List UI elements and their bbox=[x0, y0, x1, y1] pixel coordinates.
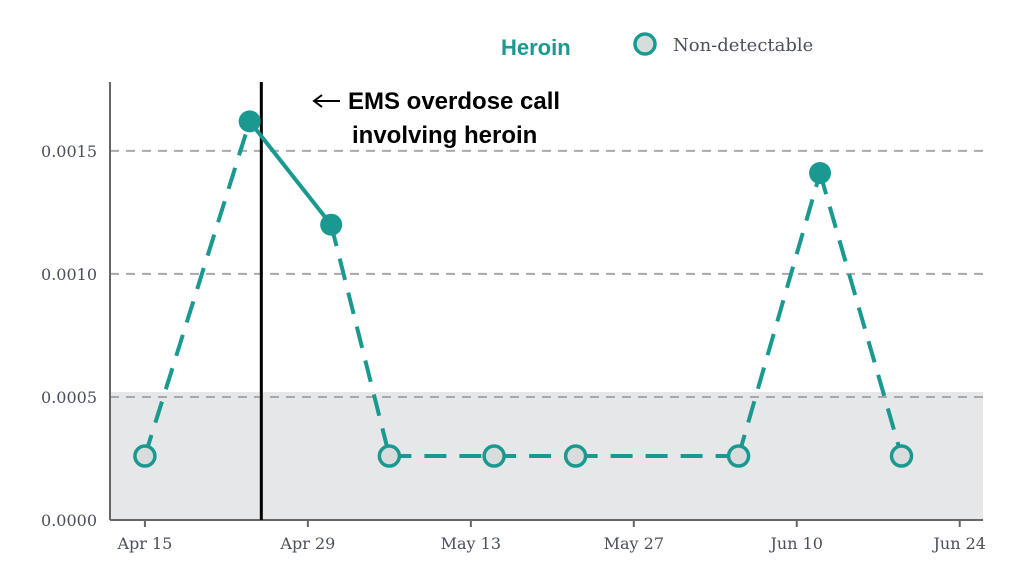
legend: Heroin Non-detectable bbox=[501, 32, 813, 60]
series-segment-dashed bbox=[736, 172, 822, 457]
data-point-detected bbox=[809, 162, 832, 185]
data-point-nondetect bbox=[133, 444, 157, 468]
series-segment-dashed bbox=[818, 172, 904, 457]
data-point-nondetect bbox=[726, 444, 751, 468]
x-tick-label: Jun 24 bbox=[931, 534, 985, 553]
annotation: EMS overdose call involving heroin bbox=[312, 88, 560, 149]
y-axis-labels: 0.0000 0.0005 0.0010 0.0015 bbox=[41, 142, 97, 530]
annotation-line-2: involving heroin bbox=[352, 122, 537, 149]
series-markers bbox=[133, 110, 914, 468]
series-segment-dashed bbox=[329, 224, 392, 457]
x-tick-label: Apr 15 bbox=[116, 534, 172, 553]
data-point-detected bbox=[238, 110, 261, 133]
legend-series-label: Heroin bbox=[501, 35, 571, 60]
y-tick-label: 0.0010 bbox=[41, 265, 97, 284]
data-point-nondetect bbox=[377, 444, 402, 468]
x-axis-ticks bbox=[143, 520, 961, 527]
x-tick-label: May 13 bbox=[441, 534, 501, 553]
data-point-nondetect bbox=[482, 444, 506, 468]
x-tick-label: May 27 bbox=[604, 534, 664, 553]
series-segment-solid bbox=[248, 120, 333, 226]
legend-nondetect-label: Non-detectable bbox=[673, 35, 813, 56]
y-tick-label: 0.0005 bbox=[41, 388, 97, 407]
data-point-nondetect bbox=[563, 444, 588, 468]
annotation-arrow-icon bbox=[312, 94, 323, 108]
annotation-line-1: EMS overdose call bbox=[348, 88, 560, 115]
y-tick-label: 0.0000 bbox=[41, 511, 97, 530]
legend-hollow-marker bbox=[633, 32, 657, 56]
y-tick-label: 0.0015 bbox=[41, 142, 97, 161]
data-point-nondetect bbox=[889, 444, 914, 468]
x-axis-labels: Apr 15 Apr 29 May 13 May 27 Jun 10 Jun 24 bbox=[116, 534, 985, 553]
gridlines bbox=[110, 149, 983, 398]
x-tick-label: Jun 10 bbox=[769, 534, 823, 553]
data-point-detected bbox=[320, 213, 343, 236]
x-tick-label: Apr 29 bbox=[279, 534, 335, 553]
series-segment-dashed bbox=[143, 120, 252, 457]
series-segments bbox=[143, 120, 904, 459]
